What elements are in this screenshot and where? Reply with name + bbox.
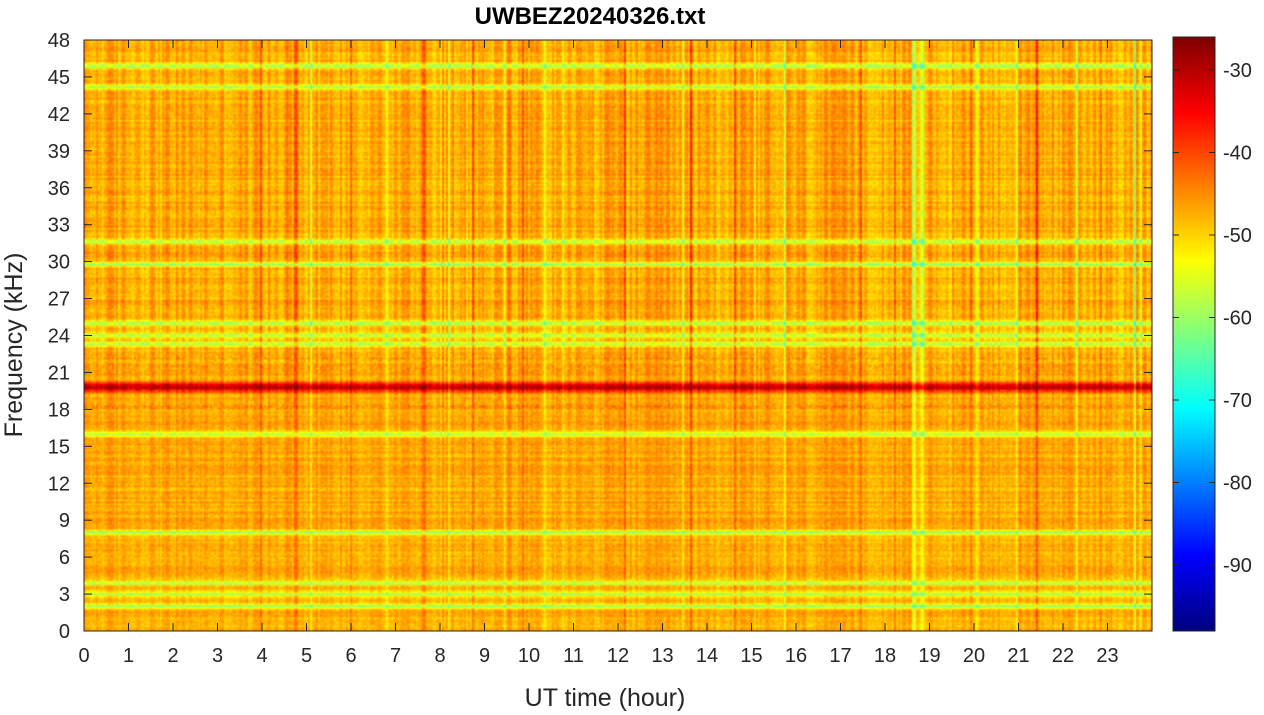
x-tick-label: 1 — [123, 645, 134, 667]
x-tick-label: 4 — [256, 645, 267, 667]
y-tick-label: 36 — [48, 178, 70, 200]
x-tick-label: 19 — [918, 645, 940, 667]
x-tick-label: 8 — [434, 645, 445, 667]
x-tick-label: 17 — [829, 645, 851, 667]
y-axis-label: Frequency (kHz) — [0, 253, 28, 438]
y-tick-label: 0 — [59, 621, 70, 643]
colorbar-gradient — [1173, 37, 1215, 631]
colorbar-frame — [1172, 36, 1216, 632]
colorbar-tick-label: -70 — [1223, 390, 1252, 412]
y-tick-label: 30 — [48, 252, 70, 274]
x-tick-label: 23 — [1096, 645, 1118, 667]
y-tick-label: 48 — [48, 30, 70, 52]
plot-area — [83, 39, 1153, 632]
x-tick-label: 15 — [740, 645, 762, 667]
x-tick-label: 0 — [78, 645, 89, 667]
y-tick-label: 21 — [48, 362, 70, 384]
y-tick-label: 39 — [48, 141, 70, 163]
colorbar: -90 -80 -70 -60 -50 -40 -30 — [1172, 36, 1252, 632]
y-tick-label: 27 — [48, 289, 70, 311]
x-tick-label: 13 — [651, 645, 673, 667]
x-tick-label: 6 — [345, 645, 356, 667]
x-tick-label: 21 — [1007, 645, 1029, 667]
y-tick-label: 3 — [59, 584, 70, 606]
y-tick-label: 45 — [48, 67, 70, 89]
y-tick-label: 33 — [48, 215, 70, 237]
x-tick-label: 5 — [301, 645, 312, 667]
x-tick-label: 20 — [963, 645, 985, 667]
y-tick-label: 12 — [48, 473, 70, 495]
x-tick-label: 7 — [390, 645, 401, 667]
y-tick-label: 42 — [48, 104, 70, 126]
y-tick-label: 18 — [48, 399, 70, 421]
spectrogram-heatmap — [84, 40, 1152, 631]
colorbar-ticks: -90 -80 -70 -60 -50 -40 -30 — [1173, 60, 1252, 577]
colorbar-tick-label: -50 — [1223, 225, 1252, 247]
colorbar-tick-label: -30 — [1223, 60, 1252, 82]
y-tick-label: 24 — [48, 326, 70, 348]
y-tick-label: 15 — [48, 436, 70, 458]
x-tick-label: 9 — [479, 645, 490, 667]
x-tick-label: 22 — [1052, 645, 1074, 667]
chart-title: UWBEZ20240326.txt — [475, 3, 706, 30]
colorbar-tick-label: -90 — [1223, 555, 1252, 577]
x-tick-label: 2 — [167, 645, 178, 667]
y-tick-label: 6 — [59, 547, 70, 569]
x-tick-label: 10 — [518, 645, 540, 667]
x-axis: 0 1 2 3 4 5 6 7 8 9 10 11 12 13 14 15 16 17 18 19 20 21 22 23 — [78, 40, 1119, 667]
x-tick-label: 16 — [785, 645, 807, 667]
colorbar-tick-label: -60 — [1223, 308, 1252, 330]
x-tick-label: 14 — [696, 645, 718, 667]
x-axis-label: UT time (hour) — [525, 684, 686, 712]
colorbar-tick-label: -40 — [1223, 143, 1252, 165]
x-tick-label: 18 — [874, 645, 896, 667]
x-tick-label: 3 — [212, 645, 223, 667]
x-tick-label: 12 — [607, 645, 629, 667]
y-tick-label: 9 — [59, 510, 70, 532]
colorbar-tick-label: -80 — [1223, 473, 1252, 495]
x-tick-label: 11 — [563, 645, 584, 667]
